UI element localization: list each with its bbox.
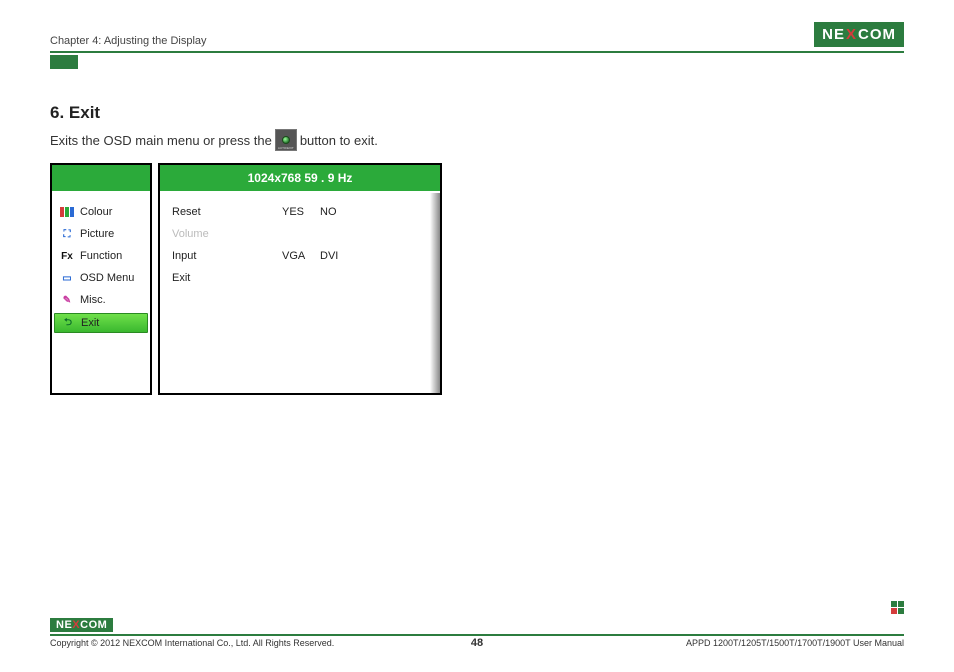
menu-item-label: Colour xyxy=(80,206,112,218)
menu-item-exit[interactable]: ⮌ Exit xyxy=(54,313,148,333)
menu-item-function[interactable]: Fx Function xyxy=(58,245,146,267)
osd-row-label: Input xyxy=(172,250,282,262)
menu-item-misc[interactable]: ✎ Misc. xyxy=(58,289,146,311)
footer-logo-x: X xyxy=(72,619,80,631)
auto-exit-label: AUTO/EXIT xyxy=(278,146,294,150)
square-red xyxy=(891,608,897,614)
function-icon: Fx xyxy=(60,250,74,262)
osd-row-reset[interactable]: ResetYESNO xyxy=(172,201,428,223)
footer-squares-icon xyxy=(891,601,904,614)
osd-row-input[interactable]: InputVGADVI xyxy=(172,245,428,267)
colour-icon xyxy=(60,206,74,218)
header-rule xyxy=(50,51,904,53)
osd-content: ResetYESNO Volume InputVGADVI Exit xyxy=(160,191,440,379)
osd-main: 1024x768 59 . 9 Hz ResetYESNO Volume Input… xyxy=(158,163,442,395)
osd-row-volume: Volume xyxy=(172,223,428,245)
footer-logo: NEXCOM xyxy=(50,618,113,632)
exit-icon: ⮌ xyxy=(61,317,75,329)
header-tab xyxy=(50,55,78,69)
page-footer: NEXCOM Copyright © 2012 NEXCOM Internati… xyxy=(50,615,904,648)
osd-sidebar-header xyxy=(52,165,150,191)
section-title: 6. Exit xyxy=(50,103,904,123)
auto-exit-button-icon: AUTO/EXIT xyxy=(275,129,297,151)
osd-row-opt1[interactable]: VGA xyxy=(282,250,320,262)
footer-copyright: Copyright © 2012 NEXCOM International Co… xyxy=(50,638,334,648)
menu-item-label: Exit xyxy=(81,317,99,329)
menu-item-label: Picture xyxy=(80,228,114,240)
menu-item-osdmenu[interactable]: ▭ OSD Menu xyxy=(58,267,146,289)
menu-item-label: OSD Menu xyxy=(80,272,134,284)
brand-logo: NEXCOM xyxy=(814,22,904,47)
square xyxy=(898,608,904,614)
footer-manual: APPD 1200T/1205T/1500T/1700T/1900T User … xyxy=(686,638,904,648)
menu-item-label: Misc. xyxy=(80,294,106,306)
osd-row-opt2[interactable]: DVI xyxy=(320,250,358,262)
desc-after: button to exit. xyxy=(300,133,378,148)
osd-row-label: Volume xyxy=(172,228,282,240)
logo-part-2: COM xyxy=(858,26,896,43)
osd-row-label: Exit xyxy=(172,272,282,284)
chapter-title: Chapter 4: Adjusting the Display xyxy=(50,35,207,47)
osd-resolution-header: 1024x768 59 . 9 Hz xyxy=(160,165,440,191)
led-icon xyxy=(282,136,290,144)
osd-row-opt2[interactable]: NO xyxy=(320,206,358,218)
footer-rule xyxy=(50,634,904,636)
footer-logo-part-1: NE xyxy=(56,619,72,631)
osd-row-opt1[interactable]: YES xyxy=(282,206,320,218)
section-desc: Exits the OSD main menu or press the AUT… xyxy=(50,129,904,151)
picture-icon: ⛶ xyxy=(60,228,74,240)
osd-row-exit[interactable]: Exit xyxy=(172,267,428,289)
menu-item-colour[interactable]: Colour xyxy=(58,201,146,223)
osd-menu-list: Colour ⛶ Picture Fx Function ▭ OSD Menu ✎ Misc. ⮌… xyxy=(52,191,150,393)
osd-sidebar: Colour ⛶ Picture Fx Function ▭ OSD Menu ✎ Misc. ⮌… xyxy=(50,163,152,395)
desc-before: Exits the OSD main menu or press the xyxy=(50,133,272,148)
square xyxy=(891,601,897,607)
logo-x: X xyxy=(846,26,857,43)
square xyxy=(898,601,904,607)
osd-row-label: Reset xyxy=(172,206,282,218)
footer-logo-part-2: COM xyxy=(80,619,107,631)
logo-part-1: NE xyxy=(822,26,845,43)
misc-icon: ✎ xyxy=(60,294,74,306)
page-number: 48 xyxy=(471,637,483,649)
menu-item-label: Function xyxy=(80,250,122,262)
osd-panel: Colour ⛶ Picture Fx Function ▭ OSD Menu ✎ Misc. ⮌… xyxy=(50,163,442,395)
menu-item-picture[interactable]: ⛶ Picture xyxy=(58,223,146,245)
osdmenu-icon: ▭ xyxy=(60,272,74,284)
